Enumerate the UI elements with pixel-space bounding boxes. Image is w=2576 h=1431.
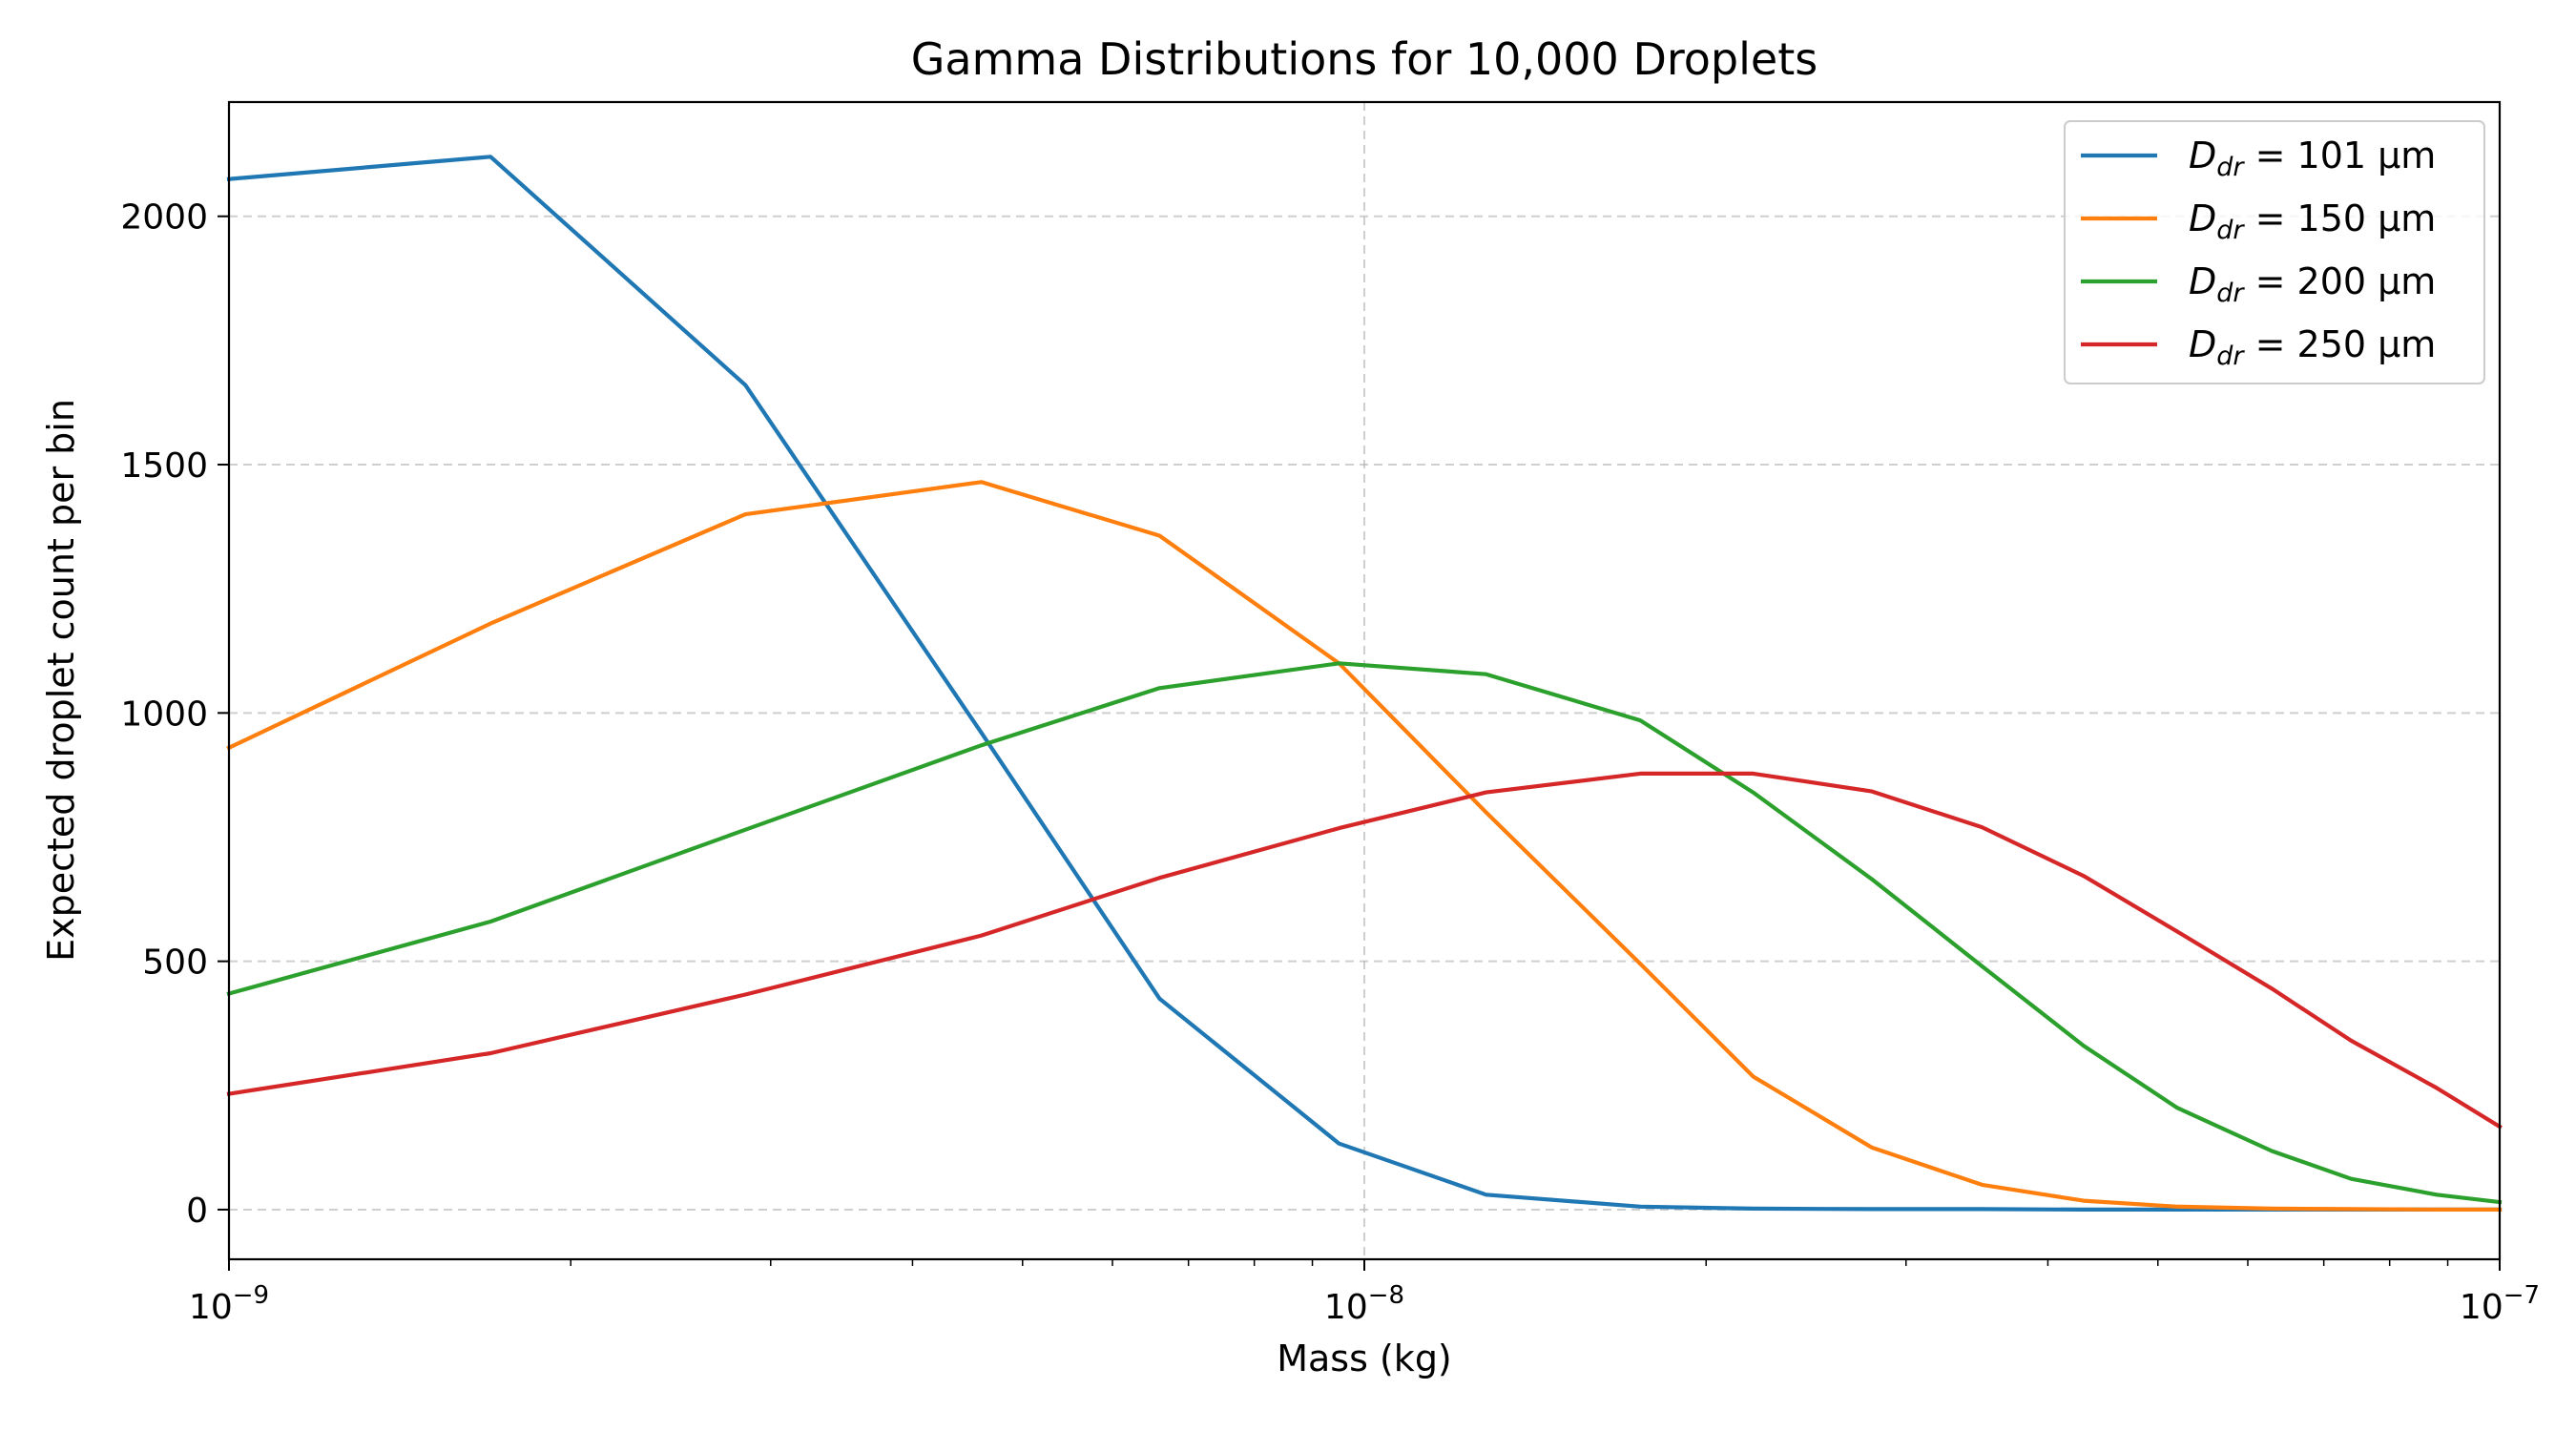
- series-line-3: [226, 661, 2503, 1205]
- series-line-4: [226, 771, 2503, 1130]
- y-tick-label: 500: [142, 944, 208, 983]
- series-layer: [226, 155, 2503, 1213]
- x-tick-label: 10−9: [189, 1281, 269, 1327]
- y-axis-label: Expected droplet count per bin: [40, 399, 82, 962]
- y-tick-label: 0: [186, 1192, 208, 1231]
- tick-layer: 0 500 1000 1500 2000 10−9 10−8 10−7: [120, 198, 2540, 1327]
- legend-label-3: Ddr = 200 µm: [2189, 260, 2436, 308]
- legend-box: [2064, 120, 2485, 384]
- x-axis-label: Mass (kg): [1277, 1338, 1452, 1379]
- legend: Ddr = 101 µm Ddr = 150 µm Ddr = 200 µm Ddr …: [2064, 120, 2485, 384]
- legend-label-4: Ddr = 250 µm: [2189, 323, 2436, 371]
- legend-label-1: Ddr = 101 µm: [2189, 135, 2436, 182]
- legend-label-2: Ddr = 150 µm: [2189, 197, 2436, 245]
- y-tick-label: 1000: [120, 695, 208, 734]
- series-line-2: [226, 480, 2503, 1213]
- x-tick-label: 10−8: [1324, 1281, 1404, 1327]
- x-tick-label: 10−7: [2460, 1281, 2540, 1327]
- y-tick-label: 2000: [120, 198, 208, 238]
- chart-title: Gamma Distributions for 10,000 Droplets: [911, 33, 1818, 85]
- y-tick-label: 1500: [120, 446, 208, 486]
